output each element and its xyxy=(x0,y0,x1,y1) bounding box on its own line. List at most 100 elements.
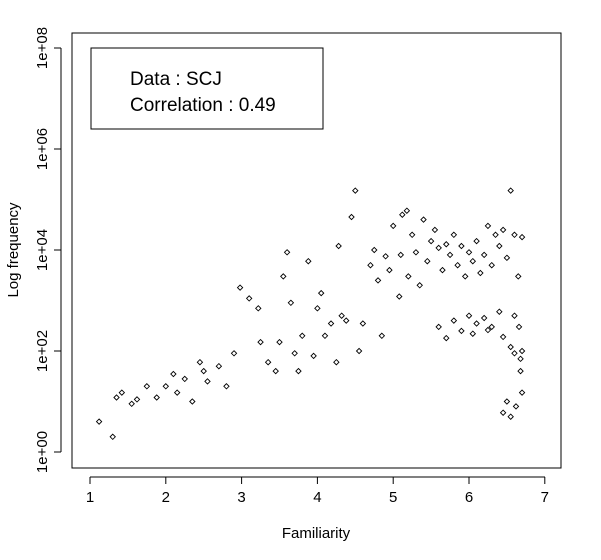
scatter-point xyxy=(515,273,522,280)
legend-box xyxy=(90,47,324,130)
scatter-point xyxy=(439,266,446,274)
legend: Data : SCJ Correlation : 0.49 xyxy=(90,47,324,130)
scatter-point xyxy=(484,222,492,230)
scatter-point xyxy=(299,332,306,340)
scatter-point xyxy=(405,273,412,280)
scatter-point xyxy=(386,266,393,274)
scatter-point xyxy=(314,305,321,312)
scatter-point xyxy=(348,213,355,221)
x-axis-title: Familiarity xyxy=(282,525,351,542)
scatter-point xyxy=(518,389,526,396)
scatter-point xyxy=(257,338,264,346)
scatter-point xyxy=(435,323,442,331)
scatter-point xyxy=(488,323,495,331)
scatter-point xyxy=(416,282,423,289)
scatter-point xyxy=(355,347,363,355)
scatter-point xyxy=(310,352,317,360)
scatter-point xyxy=(291,350,298,357)
y-tick-label: 1e+08 xyxy=(34,27,51,69)
scatter-point xyxy=(443,334,450,342)
scatter-point xyxy=(499,409,507,416)
scatter-point xyxy=(128,400,135,408)
scatter-point xyxy=(480,314,488,322)
y-tick-label: 1e+04 xyxy=(34,229,51,271)
scatter-point xyxy=(420,216,427,223)
scatter-point xyxy=(276,338,283,346)
scatter-point xyxy=(283,249,291,256)
scatter-point xyxy=(473,237,480,245)
scatter-point xyxy=(496,308,503,315)
scatter-point xyxy=(287,299,295,307)
scatter-point xyxy=(435,244,442,252)
scatter-point xyxy=(503,254,511,262)
legend-line-dataset: Data : SCJ xyxy=(130,69,222,90)
scatter-point xyxy=(424,257,431,265)
scatter-point xyxy=(477,269,484,277)
scatter-point xyxy=(450,317,458,324)
scatter-point xyxy=(465,312,473,319)
scatter-point xyxy=(484,326,492,334)
scatter-point xyxy=(443,241,450,248)
scatter-point xyxy=(153,394,160,401)
scatter-point xyxy=(427,237,435,245)
scatter-point xyxy=(461,273,469,280)
scatter-point xyxy=(518,233,526,241)
scatter-point xyxy=(511,231,518,239)
scatter-point xyxy=(335,242,342,250)
scatter-point xyxy=(342,317,350,324)
x-tick-label: 5 xyxy=(389,489,397,506)
plot-frame xyxy=(71,32,562,469)
scatter-point xyxy=(181,375,188,383)
scatter-point xyxy=(215,362,223,370)
scatter-point xyxy=(223,383,230,390)
scatter-point xyxy=(503,398,511,405)
scatter-point xyxy=(305,257,312,265)
scatter-point xyxy=(389,222,397,230)
scatter-point xyxy=(469,257,477,265)
scatter-point xyxy=(321,332,329,340)
scatter-point xyxy=(396,293,403,300)
x-tick-label: 1 xyxy=(86,489,94,506)
scatter-point xyxy=(465,249,473,256)
scatter-point xyxy=(397,251,405,259)
scatter-point xyxy=(458,327,465,335)
scatter-point xyxy=(367,261,374,269)
scatter-point xyxy=(473,320,480,327)
scatter-point xyxy=(374,277,382,284)
scatter-point xyxy=(333,358,340,366)
scatter-point xyxy=(189,398,196,405)
y-tick-label: 1e+06 xyxy=(34,128,51,170)
scatter-point xyxy=(95,418,103,425)
scatter-point xyxy=(450,231,458,239)
scatter-point xyxy=(511,312,518,319)
scatter-point xyxy=(113,394,120,401)
scatter-point xyxy=(515,323,523,331)
scatter-point xyxy=(431,226,439,234)
scatter-point xyxy=(403,207,411,214)
scatter-point xyxy=(517,367,524,375)
scatter-point xyxy=(492,231,499,239)
scatter-point xyxy=(295,367,302,375)
x-tick-label: 6 xyxy=(465,489,473,506)
scatter-point xyxy=(264,358,272,366)
scatter-point xyxy=(255,305,262,312)
scatter-point xyxy=(338,312,345,319)
scatter-point xyxy=(507,413,514,420)
scatter-point xyxy=(272,367,279,375)
scatter-point xyxy=(200,367,207,375)
x-tick-label: 3 xyxy=(237,489,245,506)
y-axis-ticks: 1e+00 1e+02 1e+04 1e+06 1e+08 xyxy=(34,27,61,473)
scatter-point xyxy=(236,284,244,291)
scatter-point xyxy=(511,350,518,357)
scatter-point xyxy=(173,389,181,396)
scatter-point xyxy=(327,320,335,327)
scatter-point xyxy=(412,249,420,256)
legend-line-correlation: Correlation : 0.49 xyxy=(130,95,276,116)
scatter-point xyxy=(458,242,465,250)
x-tick-label: 7 xyxy=(541,489,549,506)
scatter-point xyxy=(143,383,151,390)
x-tick-label: 2 xyxy=(162,489,170,506)
scatter-point xyxy=(480,251,488,259)
scatter-point xyxy=(499,333,507,341)
